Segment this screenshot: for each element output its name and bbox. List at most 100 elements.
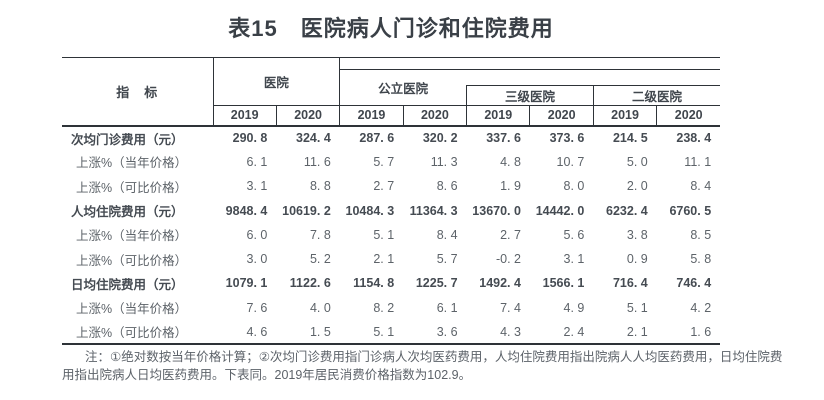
cell-value: 10. 7 [556, 154, 585, 169]
cell-value: 287. 6 [359, 131, 395, 146]
cell-value: 7. 6 [246, 300, 268, 315]
table-row-rise-current-price: 上涨%（当年价格） 7. 6 4. 0 8. 2 6. 1 7. 4 4. 9 … [62, 296, 720, 320]
cell-value: 5. 6 [563, 227, 585, 242]
year-header: 2019 [592, 105, 657, 127]
cell-value: 373. 6 [549, 131, 585, 146]
cell-value: 5. 1 [626, 300, 648, 315]
cell-value: 10484. 3 [345, 203, 395, 218]
footnote-line-2: 用指出院病人日均医药费用。下表同。2019年居民消费价格指数为102.9。 [62, 367, 472, 382]
cell-value: 5. 2 [309, 252, 331, 267]
footnote-line-1: 注：①绝对数按当年价格计算；②次均门诊费用指门诊病人次均医药费用，人均住院费用指… [85, 350, 783, 364]
cell-value: 5. 1 [339, 319, 404, 346]
table-footnote: 注：①绝对数按当年价格计算；②次均门诊费用指门诊病人次均医药费用，人均住院费用指… [62, 349, 783, 384]
cell-value: 1154. 8 [353, 276, 395, 291]
cell-value: 11. 1 [684, 154, 712, 169]
cell-value: 337. 6 [486, 131, 521, 146]
row-label: 日均住院费用（元） [71, 277, 184, 292]
cell-value: 3. 0 [246, 252, 268, 267]
cell-value: 3. 6 [403, 319, 467, 346]
cell-value: 9848. 4 [225, 203, 268, 218]
cell-value: 10619. 2 [282, 203, 331, 218]
cell-value: 11. 6 [303, 154, 331, 169]
table-row-outpatient-fee: 次均门诊费用（元） 290. 8 324. 4 287. 6 320. 2 33… [62, 126, 720, 150]
year-header: 2020 [275, 105, 340, 127]
table-row-inpatient-fee-per-day: 日均住院费用（元） 1079. 1 1122. 6 1154. 8 1225. … [62, 271, 720, 295]
cell-value: 6. 1 [246, 154, 268, 169]
group-header-tertiary-hospital: 三级医院 [466, 85, 594, 106]
table-row-inpatient-fee-per-capita: 人均住院费用（元） 9848. 4 10619. 2 10484. 3 1136… [62, 198, 720, 222]
year-header: 2020 [529, 105, 594, 127]
cell-value: 0. 9 [626, 252, 648, 267]
cell-value: 8. 2 [373, 300, 395, 315]
cell-value: 5. 8 [690, 252, 712, 267]
cell-value: 214. 5 [612, 131, 648, 146]
cell-value: 8. 4 [436, 227, 458, 242]
cell-value: 5. 7 [373, 154, 395, 169]
row-label: 上涨%（当年价格） [76, 229, 188, 244]
group-header-public-hospital: 公立医院 [378, 82, 429, 96]
year-header: 2020 [656, 105, 721, 127]
cell-value: 14442. 0 [535, 203, 585, 218]
cell-value: 8. 6 [436, 179, 458, 194]
cell-value: 7. 8 [309, 227, 331, 242]
cell-value: 3. 1 [246, 179, 268, 194]
cell-value: 11364. 3 [409, 203, 458, 218]
cell-value: 4. 8 [500, 154, 521, 169]
hospital-fee-table: 指 标 医院 公立医院 三级医院 二级医院 2019 2020 2019 202… [62, 57, 721, 346]
cell-value: 8. 8 [309, 179, 331, 194]
cell-value: 324. 4 [296, 131, 331, 146]
cell-value: 320. 2 [422, 131, 458, 146]
row-label: 上涨%（可比价格） [62, 319, 213, 346]
cell-value: 6. 1 [436, 300, 458, 315]
cell-value: 2. 7 [500, 227, 521, 242]
row-label: 上涨%（可比价格） [76, 253, 188, 268]
row-label: 上涨%（当年价格） [76, 302, 188, 317]
cell-value: 4. 6 [213, 319, 277, 346]
table-row-rise-current-price: 上涨%（当年价格） 6. 0 7. 8 5. 1 8. 4 2. 7 5. 6 … [62, 223, 720, 247]
cell-value: 2. 7 [373, 179, 395, 194]
header-step-spacer-1 [339, 57, 721, 70]
cell-value: 3. 1 [563, 252, 585, 267]
row-label: 上涨%（当年价格） [76, 156, 188, 171]
year-header: 2020 [402, 105, 467, 127]
cell-value: 1122. 6 [289, 276, 331, 291]
cell-value: 716. 4 [612, 276, 648, 291]
table-row-rise-current-price: 上涨%（当年价格） 6. 1 11. 6 5. 7 11. 3 4. 8 10.… [62, 150, 720, 174]
cell-value: 238. 4 [676, 131, 712, 146]
row-label: 次均门诊费用（元） [71, 132, 184, 147]
table-body: 次均门诊费用（元） 290. 8 324. 4 287. 6 320. 2 33… [62, 126, 721, 346]
cell-value: -0. 2 [495, 252, 521, 267]
cell-value: 5. 0 [626, 154, 648, 169]
group-header-secondary-hospital: 二级医院 [592, 85, 721, 106]
cell-value: 1079. 1 [225, 276, 268, 291]
cell-value: 3. 8 [626, 227, 648, 242]
table-row-rise-comparable-price: 上涨%（可比价格） 4. 6 1. 5 5. 1 3. 6 4. 3 2. 4 … [62, 319, 721, 346]
cell-value: 8. 5 [690, 227, 712, 242]
cell-value: 1. 6 [656, 319, 721, 346]
year-header: 2019 [213, 105, 277, 127]
cell-value: 1. 5 [276, 319, 340, 346]
cell-value: 1566. 1 [542, 276, 585, 291]
cell-value: 2. 4 [529, 319, 594, 346]
cell-value: 8. 4 [690, 179, 712, 194]
table-row-rise-comparable-price: 上涨%（可比价格） 3. 1 8. 8 2. 7 8. 6 1. 9 8. 0 … [62, 174, 720, 198]
cell-value: 5. 7 [436, 252, 458, 267]
cell-value: 1. 9 [500, 179, 521, 194]
cell-value: 4. 9 [563, 300, 585, 315]
cell-value: 2. 1 [593, 319, 657, 346]
row-label: 上涨%（可比价格） [76, 180, 188, 195]
indicator-header-cell: 指 标 [62, 57, 214, 127]
year-header: 2019 [339, 105, 404, 127]
cell-value: 7. 4 [500, 300, 521, 315]
page-title: 表15 医院病人门诊和住院费用 [228, 16, 554, 41]
cell-value: 6232. 4 [606, 203, 648, 218]
cell-value: 11. 3 [430, 154, 458, 169]
cell-value: 4. 3 [466, 319, 530, 346]
cell-value: 2. 0 [626, 179, 648, 194]
cell-value: 13670. 0 [472, 203, 521, 218]
table-header: 指 标 医院 公立医院 三级医院 二级医院 2019 2020 2019 202… [62, 57, 721, 127]
table-row-rise-comparable-price: 上涨%（可比价格） 3. 0 5. 2 2. 1 5. 7 -0. 2 3. 1… [62, 247, 720, 271]
cell-value: 1492. 4 [479, 276, 521, 291]
year-header: 2019 [466, 105, 530, 127]
cell-value: 1225. 7 [415, 276, 458, 291]
